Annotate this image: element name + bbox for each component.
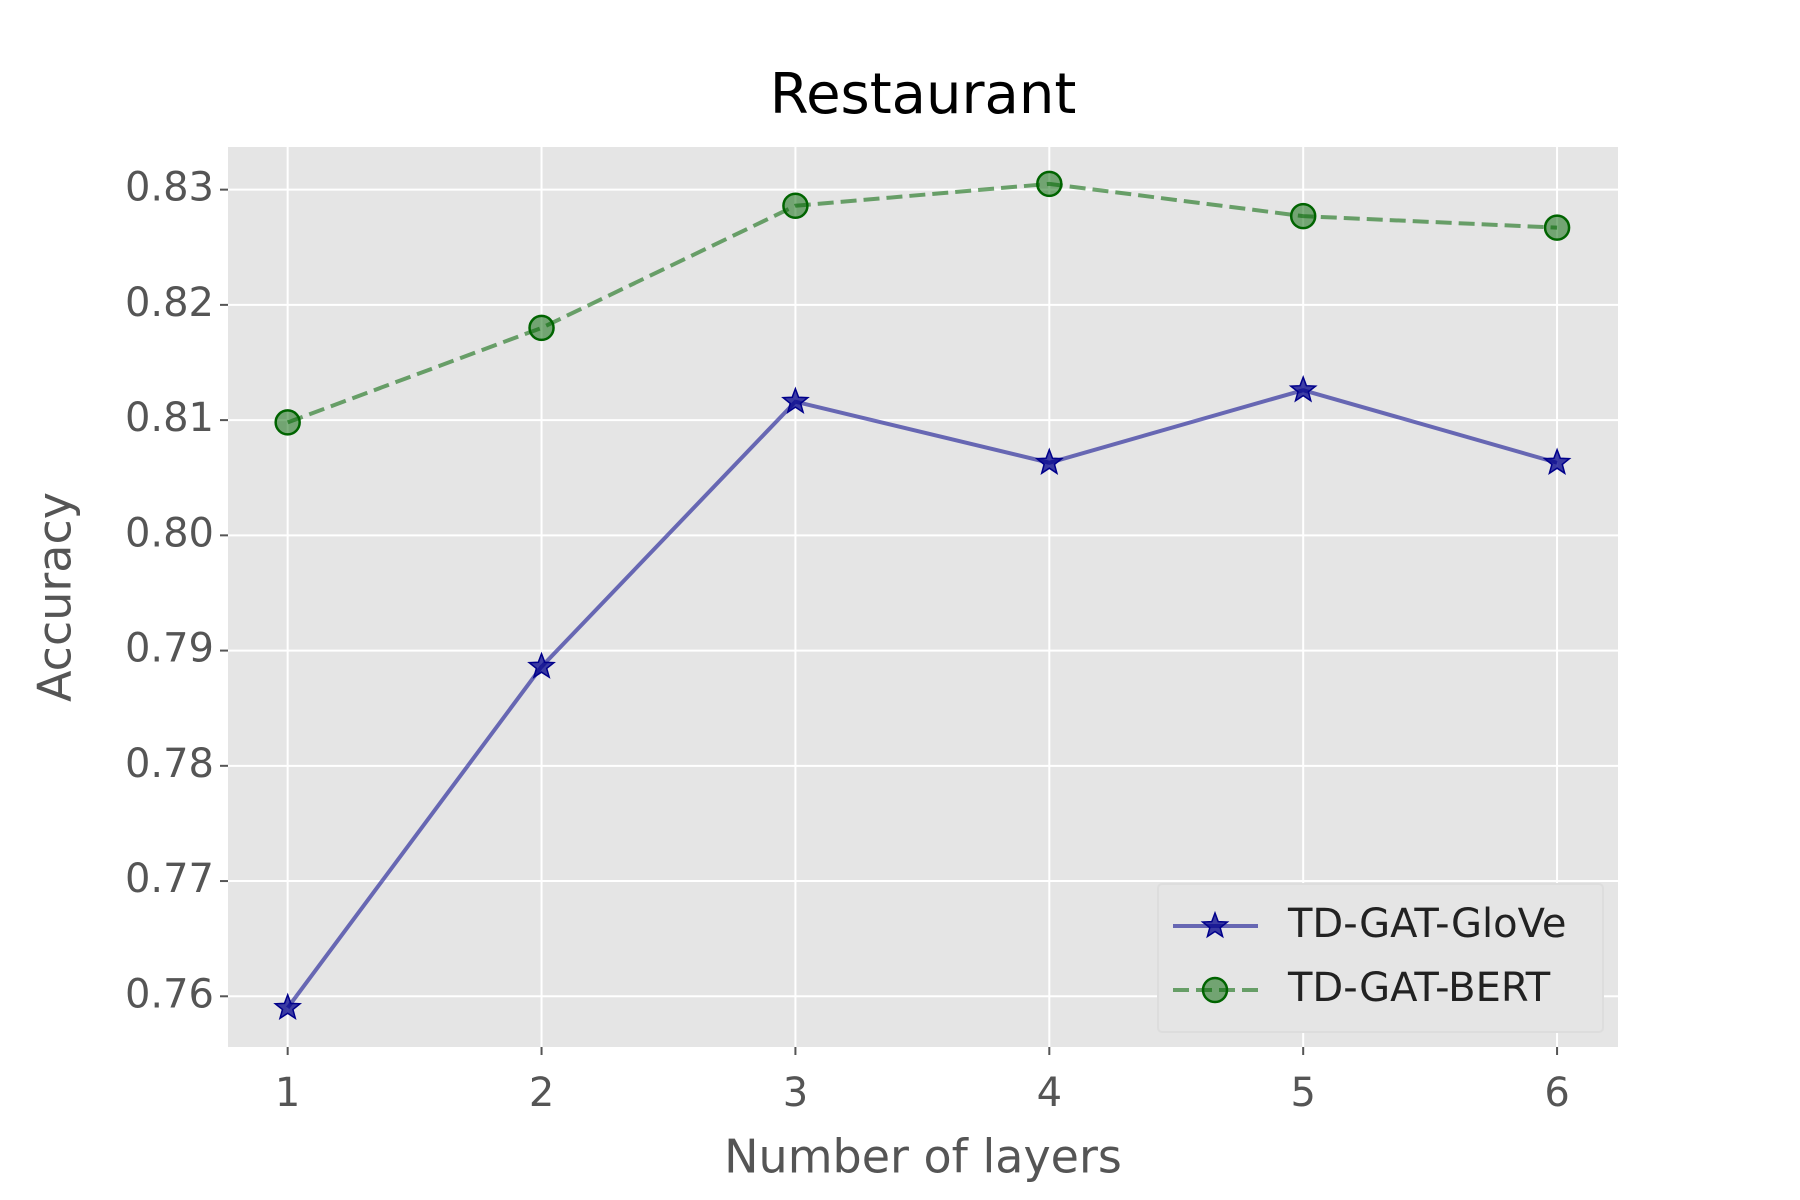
legend: TD-GAT-GloVe TD-GAT-BERT bbox=[1157, 883, 1604, 1033]
x-tick-label: 4 bbox=[1037, 1070, 1062, 1116]
y-tick-label: 0.77 bbox=[125, 856, 214, 902]
chart-title: Restaurant bbox=[770, 62, 1077, 127]
marker bbox=[1034, 447, 1064, 476]
marker bbox=[1289, 202, 1317, 230]
marker bbox=[528, 314, 555, 342]
x-tick-label: 2 bbox=[529, 1070, 554, 1116]
x-tick-label: 3 bbox=[783, 1070, 808, 1116]
y-tick-label: 0.81 bbox=[125, 395, 214, 441]
x-tick-label: 1 bbox=[275, 1070, 300, 1116]
grid: 0.76 0.77 0.78 0.79 0.80 0.81 0.82 0.83 1 2 3 4 5 6 bbox=[125, 147, 1618, 1116]
marker bbox=[1201, 976, 1229, 1004]
x-axis-label: Number of layers bbox=[724, 1130, 1122, 1184]
legend-label: TD-GAT-GloVe bbox=[1287, 901, 1567, 947]
marker bbox=[274, 409, 301, 436]
y-axis-label: Accuracy bbox=[28, 492, 82, 702]
marker bbox=[1543, 214, 1571, 241]
marker bbox=[527, 651, 556, 679]
y-tick-label: 0.78 bbox=[125, 741, 214, 787]
marker bbox=[273, 992, 303, 1021]
marker bbox=[1288, 374, 1318, 403]
series-line bbox=[286, 181, 1558, 425]
series-line bbox=[286, 388, 1558, 1010]
marker bbox=[781, 386, 810, 414]
marks bbox=[273, 170, 1572, 1021]
y-tick-label: 0.79 bbox=[125, 626, 214, 672]
legend-box bbox=[1157, 883, 1604, 1033]
y-tick-label: 0.80 bbox=[125, 510, 214, 556]
x-tick-label: 5 bbox=[1290, 1070, 1315, 1116]
legend-label: TD-GAT-BERT bbox=[1287, 965, 1551, 1011]
y-tick-label: 0.82 bbox=[125, 280, 214, 326]
marker bbox=[1542, 447, 1572, 476]
marker bbox=[782, 192, 809, 220]
marker bbox=[1036, 170, 1063, 198]
y-tick-label: 0.83 bbox=[125, 165, 214, 211]
x-tick-label: 6 bbox=[1544, 1070, 1569, 1116]
y-tick-label: 0.76 bbox=[125, 971, 214, 1017]
marker bbox=[1200, 910, 1230, 939]
